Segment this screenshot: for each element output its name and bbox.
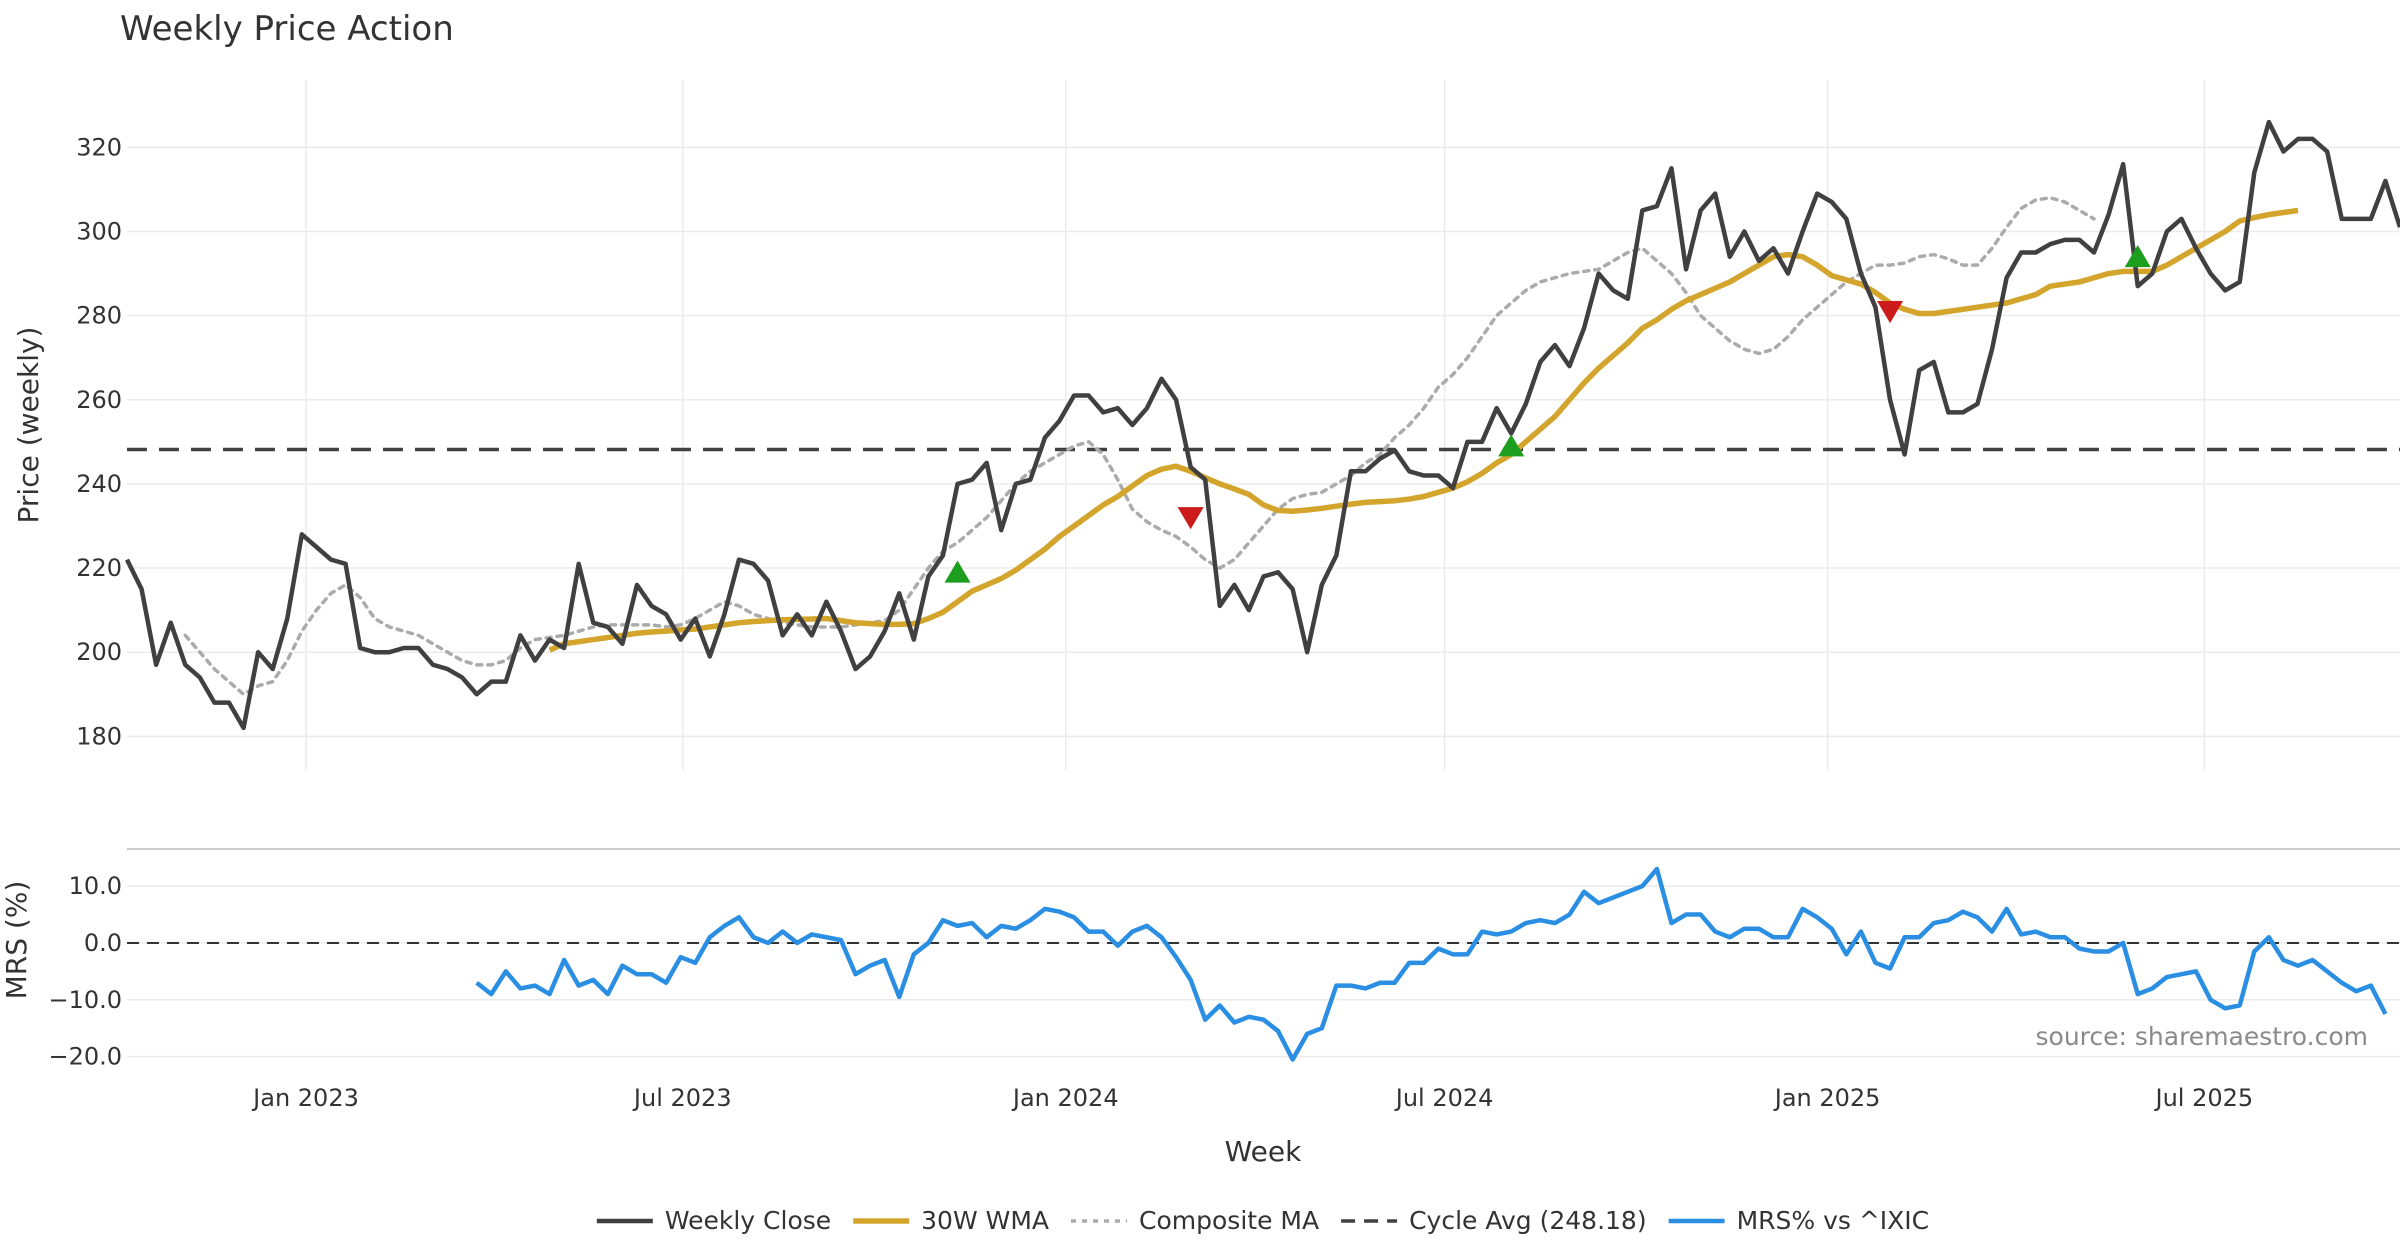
legend-label: Composite MA — [1139, 1206, 1319, 1235]
price-y-tick-labels: 180 200 220 240 260 280 300 320 — [76, 133, 122, 750]
wma-30w-line — [548, 207, 2299, 653]
legend-label: Weekly Close — [665, 1206, 831, 1235]
price-y-tick-label: 300 — [76, 217, 122, 245]
mrs-panel-gridlines — [127, 885, 2400, 1058]
mrs-y-tick-label: 10.0 — [69, 872, 122, 900]
price-y-axis-label: Price (weekly) — [12, 327, 45, 524]
source-note: source: sharemaestro.com — [2036, 1022, 2369, 1051]
signal-markers — [944, 245, 2151, 583]
mrs-y-axis-label: MRS (%) — [0, 881, 33, 1000]
buy-signal-marker — [944, 560, 971, 583]
buy-signal-marker — [2124, 245, 2151, 268]
sell-signal-marker — [1877, 301, 1904, 324]
mrs-series-group — [127, 866, 2400, 1062]
composite-ma-line — [183, 196, 2096, 697]
price-y-tick-label: 180 — [76, 722, 122, 750]
mrs-y-tick-label: −10.0 — [48, 986, 122, 1014]
chart-legend: Weekly Close 30W WMA Composite MA Cycle Avg… — [596, 1206, 1930, 1235]
price-y-tick-label: 320 — [76, 133, 122, 161]
price-y-tick-label: 200 — [76, 638, 122, 666]
x-axis-label: Week — [1225, 1135, 1302, 1168]
price-y-tick-label: 260 — [76, 386, 122, 414]
weekly-close-line — [124, 119, 2400, 731]
x-tick-label: Jan 2024 — [1011, 1084, 1119, 1112]
mrs-y-tick-label: 0.0 — [84, 929, 122, 957]
legend-label: 30W WMA — [921, 1206, 1049, 1235]
x-tick-label: Jan 2025 — [1773, 1084, 1881, 1112]
mrs-y-tick-labels: 10.0 0.0 −10.0 −20.0 — [48, 872, 122, 1071]
price-y-tick-label: 280 — [76, 302, 122, 330]
price-panel-gridlines — [127, 80, 2400, 770]
chart-title: Weekly Price Action — [120, 9, 454, 49]
sell-signal-marker — [1177, 507, 1204, 530]
price-series-group — [124, 119, 2400, 731]
x-tick-label: Jul 2024 — [1394, 1084, 1494, 1112]
x-tick-label: Jul 2023 — [632, 1084, 732, 1112]
price-y-tick-label: 240 — [76, 470, 122, 498]
mrs-line — [475, 866, 2388, 1062]
mrs-y-tick-label: −20.0 — [48, 1043, 122, 1071]
legend-label: MRS% vs ^IXIC — [1737, 1206, 1930, 1235]
price-y-tick-label: 220 — [76, 554, 122, 582]
legend-label: Cycle Avg (248.18) — [1409, 1206, 1647, 1235]
x-tick-label: Jul 2025 — [2154, 1084, 2254, 1112]
x-tick-label: Jan 2023 — [251, 1084, 359, 1112]
x-tick-labels: Jan 2023 Jul 2023 Jan 2024 Jul 2024 Jan 2025… — [251, 1084, 2253, 1112]
buy-signal-marker — [1498, 434, 1525, 457]
